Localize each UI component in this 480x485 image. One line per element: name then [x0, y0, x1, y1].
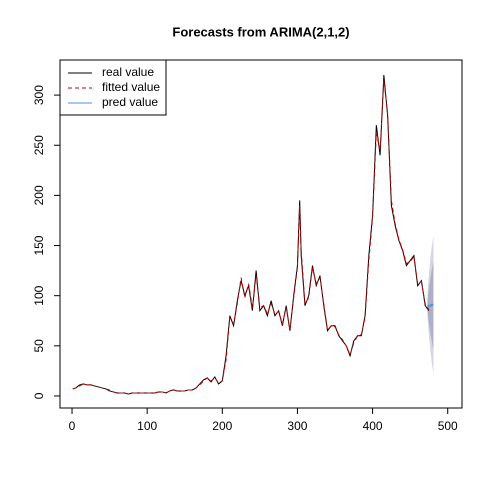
x-tick-label: 0 — [69, 419, 76, 433]
y-tick-label: 250 — [32, 135, 46, 155]
x-tick-label: 300 — [287, 419, 307, 433]
x-tick-label: 200 — [212, 419, 232, 433]
legend-label: fitted value — [102, 80, 160, 94]
y-tick-label: 300 — [32, 85, 46, 105]
series-line — [427, 303, 434, 307]
legend-label: real value — [102, 65, 154, 79]
plot-frame — [59, 59, 463, 409]
x-tick-label: 400 — [363, 419, 383, 433]
series-line — [72, 80, 430, 395]
y-tick-label: 100 — [32, 285, 46, 305]
y-tick-label: 0 — [32, 392, 46, 399]
series-line — [72, 74, 430, 395]
y-tick-label: 50 — [32, 339, 46, 353]
x-tick-label: 500 — [438, 419, 458, 433]
y-tick-label: 150 — [32, 235, 46, 255]
chart-title: Forecasts from ARIMA(2,1,2) — [172, 24, 349, 39]
legend-label: pred value — [102, 95, 158, 109]
x-tick-label: 100 — [137, 419, 157, 433]
y-tick-label: 200 — [32, 185, 46, 205]
